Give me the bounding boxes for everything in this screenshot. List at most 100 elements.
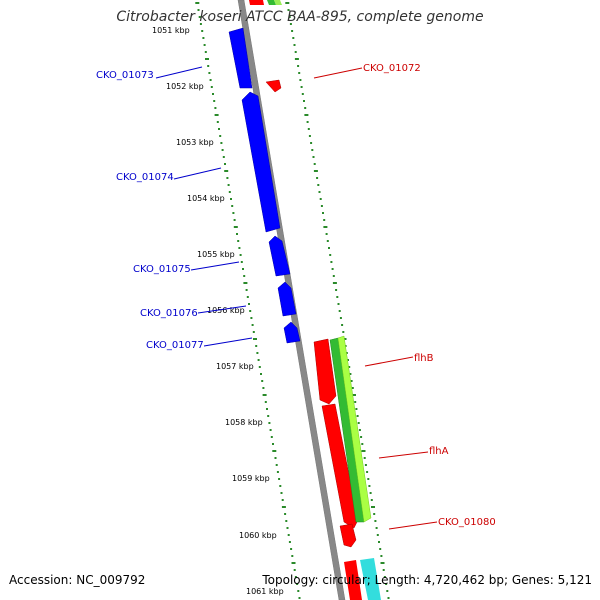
track-dot xyxy=(246,296,249,298)
track-dot xyxy=(383,576,386,578)
track-dot xyxy=(355,408,358,410)
track-dot xyxy=(369,492,372,494)
track-dot xyxy=(249,310,252,312)
track-dot xyxy=(275,464,278,466)
track-dot xyxy=(288,16,291,18)
track-dot xyxy=(232,212,235,214)
track-dot xyxy=(342,331,345,333)
track-dot xyxy=(322,212,324,214)
track-dot xyxy=(281,506,286,508)
track-dot xyxy=(219,135,222,137)
track-dot xyxy=(313,163,316,165)
track-dot xyxy=(252,331,255,333)
track-dot xyxy=(221,149,224,151)
track-dot xyxy=(373,513,376,515)
map-title: Citrobacter koseri ATCC BAA-895, complet… xyxy=(116,9,484,25)
track-dot xyxy=(220,142,223,144)
gene-label-flha[interactable]: flhA xyxy=(429,446,449,457)
track-dot xyxy=(214,107,217,109)
reverse-strand-genes xyxy=(228,27,301,344)
gene-label-cko-01072[interactable]: CKO_01072 xyxy=(363,63,421,74)
gene-fragment-bottom-red xyxy=(344,560,362,600)
gene-label-cko-01073[interactable]: CKO_01073 xyxy=(96,70,154,81)
genome-summary-text: Topology: circular; Length: 4,720,462 bp… xyxy=(262,573,592,587)
track-dot xyxy=(236,233,238,235)
track-dot xyxy=(226,177,229,179)
track-dot xyxy=(318,191,321,193)
track-dot xyxy=(323,219,326,221)
tick-label: 1056 kbp xyxy=(207,306,245,315)
tick-label: 1059 kbp xyxy=(232,474,270,483)
gene-label-cko-01076[interactable]: CKO_01076 xyxy=(140,308,198,319)
gene-flhb xyxy=(313,338,337,405)
track-dot xyxy=(205,58,209,60)
track-dot xyxy=(276,471,279,473)
track-dot xyxy=(387,597,390,599)
track-dot xyxy=(257,359,260,361)
track-dot xyxy=(256,352,259,354)
track-dot xyxy=(288,541,291,543)
track-dot xyxy=(279,485,282,487)
track-dot xyxy=(339,317,342,319)
track-dot xyxy=(201,30,204,32)
track-dot xyxy=(224,170,229,172)
track-dot xyxy=(281,499,284,501)
track-dot xyxy=(294,576,297,578)
track-dot xyxy=(332,275,335,277)
gene-flha xyxy=(321,403,359,529)
track-dot xyxy=(207,65,210,67)
gene-label-cko-01075[interactable]: CKO_01075 xyxy=(133,264,191,275)
track-dot xyxy=(262,387,265,389)
track-dot xyxy=(297,590,300,592)
track-dot xyxy=(233,219,236,221)
track-dot xyxy=(350,380,353,382)
track-dot xyxy=(352,394,356,396)
track-dot xyxy=(361,443,364,445)
gene-cko-01080 xyxy=(339,523,357,548)
scale-ticks: 1051 kbp 1052 kbp 1053 kbp 1054 kbp 1055… xyxy=(152,26,284,596)
track-dot xyxy=(363,457,366,459)
track-dot xyxy=(297,65,300,67)
track-dot xyxy=(323,226,328,228)
gene-label-flhb[interactable]: flhB xyxy=(414,353,434,364)
track-dot xyxy=(304,107,307,109)
track-dot xyxy=(255,345,258,347)
track-dot xyxy=(332,282,337,284)
track-dot xyxy=(371,506,375,508)
track-dot xyxy=(325,233,328,235)
track-dot xyxy=(293,569,296,571)
track-dot xyxy=(289,23,292,25)
track-dot xyxy=(212,93,214,95)
track-dot xyxy=(298,597,301,599)
track-dot xyxy=(335,289,338,291)
track-dot xyxy=(311,149,314,151)
gene-cko-01073 xyxy=(228,27,253,89)
track-dot xyxy=(299,79,302,81)
tick-label: 1061 kbp xyxy=(246,587,284,596)
track-dot xyxy=(320,205,323,207)
tick-label: 1053 kbp xyxy=(176,138,214,147)
track-dot xyxy=(266,408,268,410)
gene-fragment-bottom-cyan xyxy=(360,558,381,600)
track-dot xyxy=(218,128,220,130)
track-dot xyxy=(267,415,270,417)
track-dot xyxy=(351,387,354,389)
track-dot xyxy=(349,373,352,375)
track-dot xyxy=(198,16,201,18)
gene-label-cko-01077[interactable]: CKO_01077 xyxy=(146,340,204,351)
track-dot xyxy=(385,583,388,585)
track-dot xyxy=(248,303,250,305)
gene-label-cko-01074[interactable]: CKO_01074 xyxy=(116,172,174,183)
gene-fragment-top xyxy=(249,0,282,5)
gene-cko-01076 xyxy=(277,281,297,317)
track-dot xyxy=(245,289,248,291)
gene-label-cko-01080[interactable]: CKO_01080 xyxy=(438,517,496,528)
track-dot xyxy=(197,9,200,11)
tick-label: 1054 kbp xyxy=(187,194,225,203)
track-dot xyxy=(357,422,360,424)
track-dot xyxy=(285,520,288,522)
track-dot xyxy=(375,527,378,529)
track-dot xyxy=(284,513,287,515)
track-dot xyxy=(260,373,262,375)
track-dot xyxy=(214,114,219,116)
